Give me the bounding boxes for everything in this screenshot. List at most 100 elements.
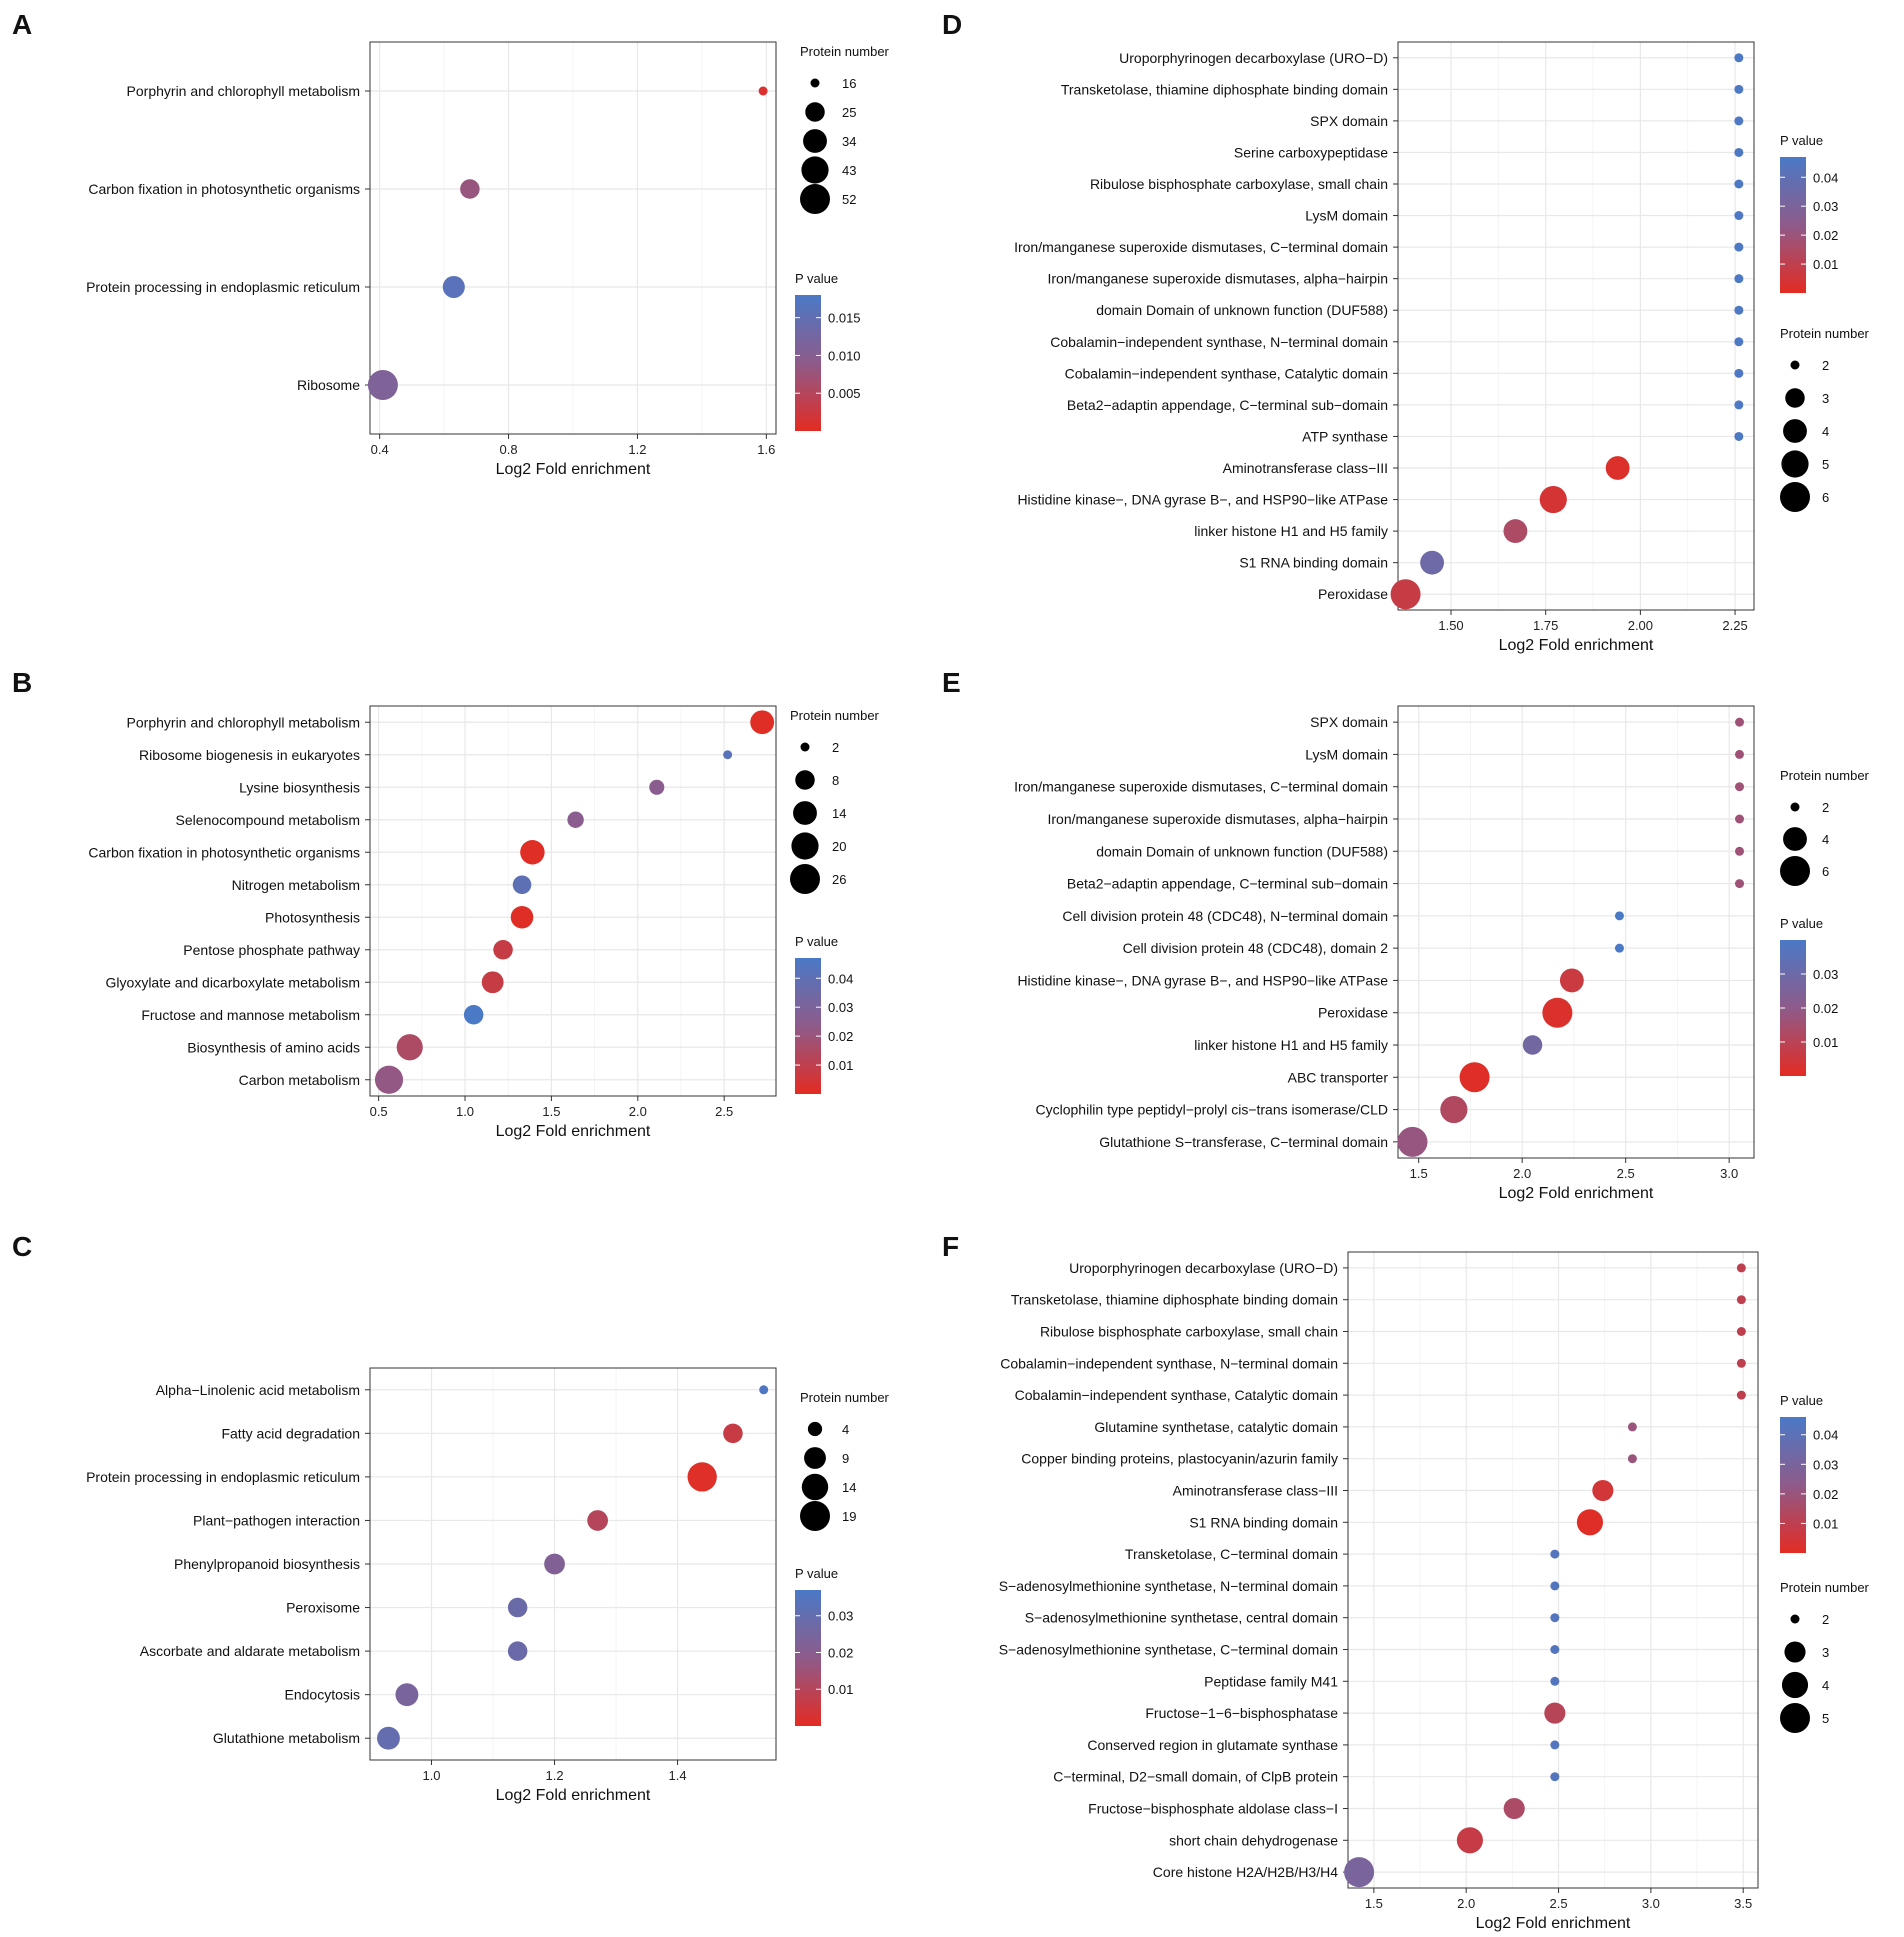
category-label: Cell division protein 48 (CDC48), N−term… bbox=[1062, 908, 1388, 924]
category-label: Iron/manganese superoxide dismutases, C−… bbox=[1014, 779, 1388, 795]
data-point bbox=[1550, 1645, 1560, 1654]
category-label: S−adenosylmethionine synthetase, N−termi… bbox=[999, 1578, 1338, 1594]
size-legend-key bbox=[793, 801, 817, 825]
color-legend-label: 0.01 bbox=[828, 1058, 853, 1073]
x-axis-label: Log2 Fold enrichment bbox=[496, 1123, 651, 1140]
x-tick-label: 1.75 bbox=[1533, 618, 1558, 633]
size-legend-label: 34 bbox=[842, 134, 856, 149]
data-point bbox=[758, 86, 768, 96]
size-legend-label: 19 bbox=[842, 1509, 856, 1524]
size-legend-key bbox=[1783, 827, 1807, 851]
category-label: domain Domain of unknown function (DUF58… bbox=[1096, 302, 1388, 318]
size-legend-label: 43 bbox=[842, 163, 856, 178]
category-label: Lysine biosynthesis bbox=[239, 779, 360, 795]
category-label: LysM domain bbox=[1305, 746, 1388, 762]
data-point bbox=[1550, 1772, 1560, 1782]
size-legend-key bbox=[805, 102, 825, 122]
data-point bbox=[396, 1034, 423, 1061]
data-point bbox=[1735, 782, 1745, 792]
data-point bbox=[1734, 242, 1744, 252]
data-point bbox=[1614, 911, 1624, 921]
data-point bbox=[687, 1462, 717, 1492]
data-point bbox=[1576, 1509, 1604, 1536]
x-axis-label: Log2 Fold enrichment bbox=[1476, 1915, 1631, 1932]
data-point bbox=[1734, 274, 1744, 284]
category-label: Aminotransferase class−III bbox=[1173, 1483, 1338, 1499]
category-label: Ribulose bisphosphate carboxylase, small… bbox=[1040, 1324, 1338, 1340]
x-tick-label: 3.0 bbox=[1642, 1896, 1660, 1911]
x-tick-label: 1.6 bbox=[757, 442, 775, 457]
data-point bbox=[1390, 579, 1421, 610]
category-label: LysM domain bbox=[1305, 208, 1388, 224]
data-point bbox=[1550, 1581, 1560, 1591]
data-point bbox=[520, 840, 545, 865]
size-legend-key bbox=[1783, 419, 1807, 443]
x-tick-label: 1.5 bbox=[1365, 1896, 1383, 1911]
data-point bbox=[1544, 1702, 1566, 1724]
data-point bbox=[1736, 1295, 1746, 1305]
category-label: Glutathione metabolism bbox=[213, 1730, 360, 1746]
size-legend-key bbox=[1780, 856, 1810, 886]
x-tick-label: 2.0 bbox=[629, 1104, 647, 1119]
data-point bbox=[1627, 1422, 1637, 1432]
data-point bbox=[1550, 1740, 1560, 1750]
data-point bbox=[1734, 53, 1744, 63]
x-tick-label: 1.50 bbox=[1438, 618, 1463, 633]
color-legend-label: 0.005 bbox=[828, 386, 861, 401]
x-axis-label: Log2 Fold enrichment bbox=[496, 461, 651, 478]
color-legend-label: 0.01 bbox=[1813, 257, 1838, 272]
data-point bbox=[1522, 1035, 1543, 1055]
category-label: Ascorbate and aldarate metabolism bbox=[140, 1643, 360, 1659]
category-label: Core histone H2A/H2B/H3/H4 bbox=[1153, 1864, 1338, 1880]
size-legend-key bbox=[803, 129, 827, 153]
category-label: linker histone H1 and H5 family bbox=[1194, 1037, 1388, 1053]
size-legend-key bbox=[1784, 1641, 1806, 1663]
data-point bbox=[1397, 1126, 1428, 1157]
category-label: Conserved region in glutamate synthase bbox=[1087, 1737, 1338, 1753]
size-legend-key bbox=[790, 864, 820, 894]
category-label: Cell division protein 48 (CDC48), domain… bbox=[1123, 940, 1389, 956]
category-label: Fructose−bisphosphate aldolase class−I bbox=[1088, 1801, 1338, 1817]
category-label: Glutathione S−transferase, C−terminal do… bbox=[1099, 1134, 1388, 1150]
size-legend-key bbox=[1785, 388, 1805, 408]
data-point bbox=[1344, 1857, 1375, 1888]
x-axis-label: Log2 Fold enrichment bbox=[1499, 637, 1654, 654]
panel-d: D Uroporphyrinogen decarboxylase (URO−D) T… bbox=[942, 9, 1870, 654]
panel-letter: F bbox=[942, 1231, 959, 1262]
data-point bbox=[1736, 1390, 1746, 1400]
data-point bbox=[374, 1065, 404, 1094]
plot-frame bbox=[1347, 1251, 1759, 1889]
data-point bbox=[1539, 485, 1567, 514]
color-legend-label: 0.04 bbox=[1813, 170, 1838, 185]
data-point bbox=[1614, 943, 1624, 953]
category-label: Protein processing in endoplasmic reticu… bbox=[86, 279, 360, 295]
color-legend-label: 0.03 bbox=[1813, 199, 1838, 214]
category-label: Cobalamin−independent synthase, Catalyti… bbox=[1015, 1387, 1338, 1403]
category-label: Alpha−Linolenic acid metabolism bbox=[156, 1382, 360, 1398]
size-legend-label: 9 bbox=[842, 1451, 849, 1466]
category-label: Peroxisome bbox=[286, 1600, 360, 1616]
data-point bbox=[587, 1510, 608, 1531]
data-point bbox=[1736, 1327, 1746, 1336]
data-point bbox=[1550, 1676, 1560, 1686]
category-label: Ribulose bisphosphate carboxylase, small… bbox=[1090, 176, 1388, 192]
color-legend-label: 0.01 bbox=[1813, 1516, 1838, 1531]
category-label: Glutamine synthetase, catalytic domain bbox=[1094, 1419, 1338, 1435]
data-point bbox=[510, 905, 534, 929]
size-legend-label: 26 bbox=[832, 872, 846, 887]
data-point bbox=[1559, 968, 1584, 993]
x-axis-label: Log2 Fold enrichment bbox=[496, 1787, 651, 1804]
data-point bbox=[1734, 368, 1744, 378]
category-label: Ribosome biogenesis in eukaryotes bbox=[139, 747, 360, 763]
data-point bbox=[377, 1726, 400, 1750]
category-label: Transketolase, thiamine diphosphate bind… bbox=[1061, 81, 1388, 97]
size-legend-title: Protein number bbox=[1780, 326, 1870, 341]
size-legend-title: Protein number bbox=[800, 44, 890, 59]
x-tick-label: 2.5 bbox=[1617, 1166, 1635, 1181]
size-legend-key bbox=[801, 1473, 829, 1501]
color-legend-label: 0.010 bbox=[828, 348, 861, 363]
category-label: Peptidase family M41 bbox=[1204, 1673, 1338, 1689]
color-legend-label: 0.04 bbox=[1813, 1428, 1838, 1443]
size-legend-label: 3 bbox=[1822, 391, 1829, 406]
